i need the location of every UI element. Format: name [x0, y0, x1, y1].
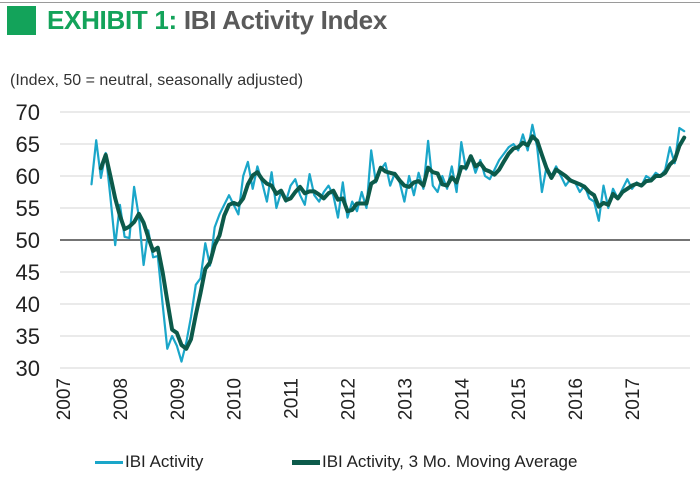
chart-title: EXHIBIT 1: IBI Activity Index — [47, 5, 387, 36]
brand-square — [7, 6, 36, 35]
legend-item-ibi-activity: IBI Activity — [95, 452, 203, 472]
legend-swatch-light — [95, 460, 123, 464]
legend-swatch-dark — [292, 459, 320, 465]
title-text: IBI Activity Index — [183, 5, 387, 35]
x-tick-label: 2014 — [452, 378, 473, 421]
legend-label: IBI Activity — [125, 452, 204, 471]
legend-label: IBI Activity, 3 Mo. Moving Average — [322, 452, 578, 471]
x-tick-label: 2011 — [282, 378, 303, 419]
series-ibi-activity — [90, 123, 686, 363]
legend-item-moving-average: IBI Activity, 3 Mo. Moving Average — [292, 452, 577, 472]
x-tick-label: 2008 — [111, 378, 132, 420]
x-tick-label: 2017 — [623, 378, 644, 420]
x-tick-label: 2013 — [395, 378, 416, 420]
x-tick-label: 2015 — [509, 378, 530, 420]
x-tick-label: 2016 — [566, 378, 587, 420]
y-tick-label: 55 — [16, 196, 40, 221]
x-tick-label: 2010 — [225, 378, 246, 420]
top-rule — [0, 2, 700, 3]
y-tick-label: 30 — [16, 356, 40, 381]
x-tick-label: 2009 — [168, 378, 189, 420]
chart-subtitle: (Index, 50 = neutral, seasonally adjuste… — [10, 72, 304, 89]
y-tick-label: 40 — [16, 292, 40, 317]
x-tick-label: 2012 — [339, 378, 360, 420]
y-tick-label: 70 — [16, 100, 40, 125]
y-tick-label: 60 — [16, 164, 40, 189]
x-axis-ticks: 2007 2008 2009 2010 2011 2012 2013 2014 2015 2016… — [54, 378, 644, 421]
series-lines — [90, 123, 687, 363]
y-tick-label: 35 — [16, 324, 40, 349]
gridlines — [60, 111, 690, 369]
exhibit-label: EXHIBIT 1: — [47, 5, 177, 35]
y-tick-label: 50 — [16, 228, 40, 253]
y-axis-ticks: 30 35 40 45 50 55 60 65 70 — [16, 100, 40, 381]
x-tick-label: 2007 — [54, 378, 75, 420]
series-moving-average — [98, 134, 687, 351]
y-tick-label: 45 — [16, 260, 40, 285]
y-tick-label: 65 — [16, 132, 40, 157]
